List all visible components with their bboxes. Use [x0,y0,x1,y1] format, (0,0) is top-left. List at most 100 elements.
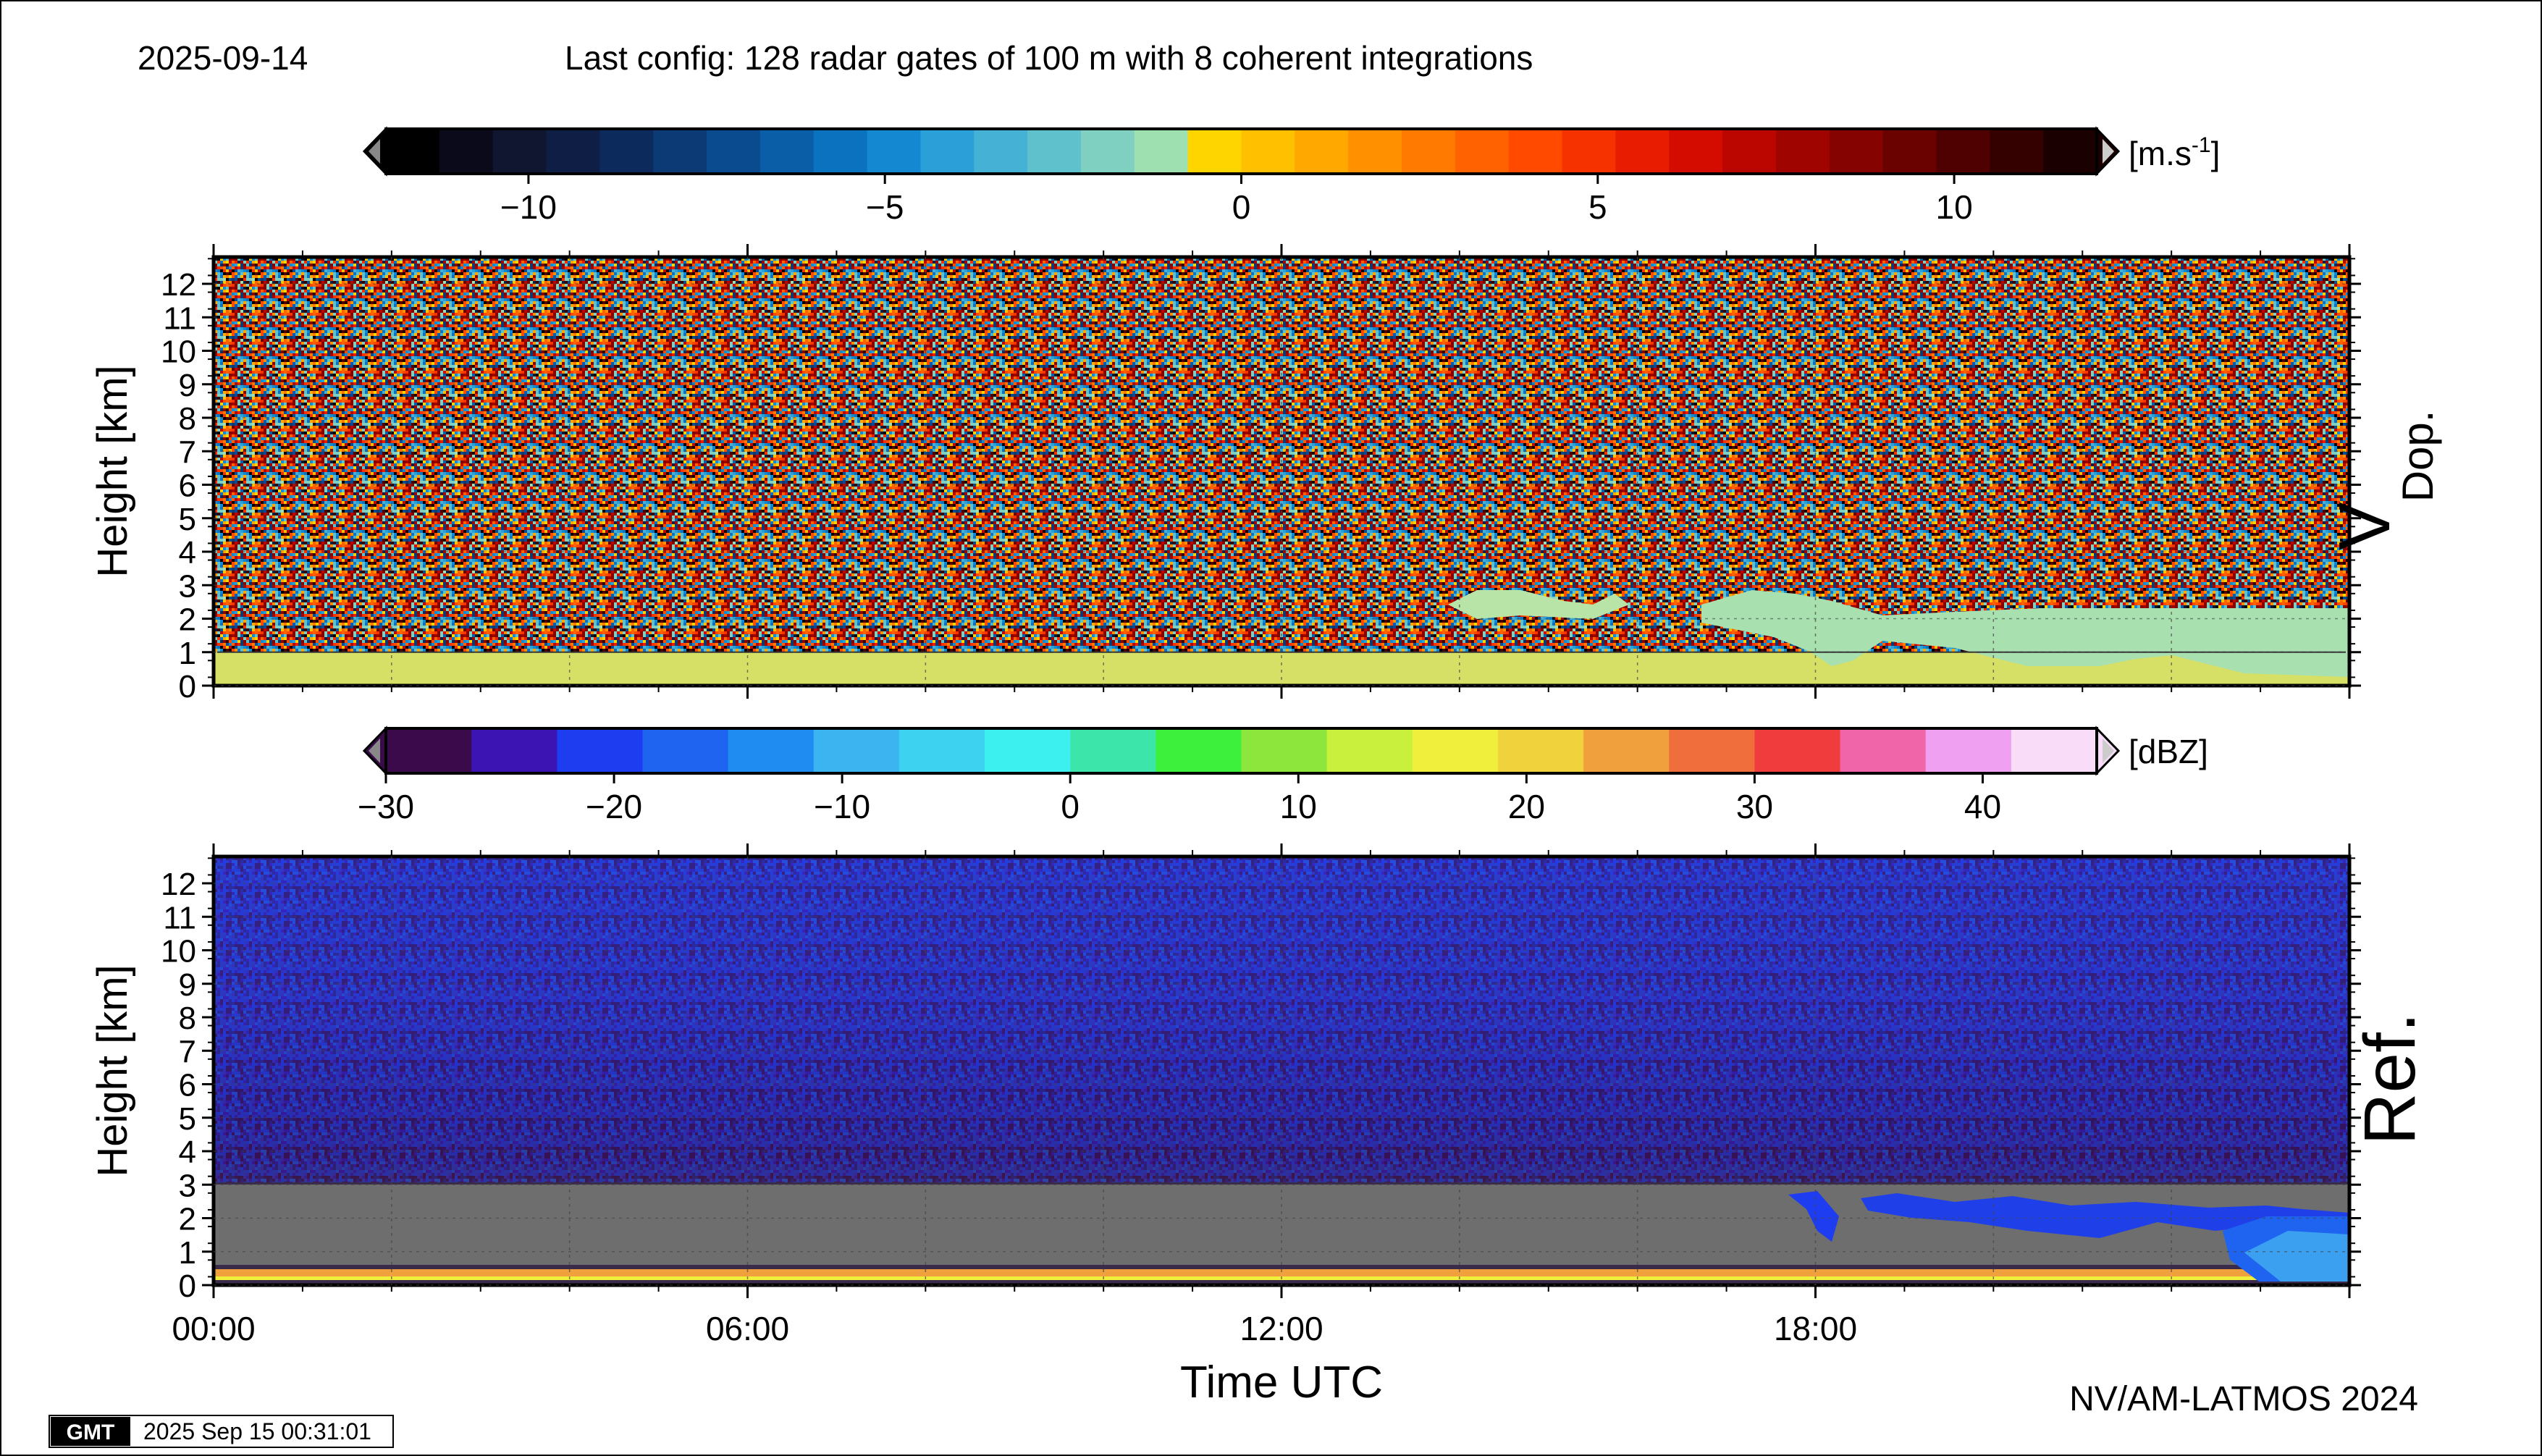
colorbar-tick-label: 5 [1588,188,1607,226]
y-tick-label: 7 [179,1034,196,1069]
reflectivity-surface-clutter [214,1269,2349,1276]
colorbar-swatch [1134,129,1189,174]
y-tick-label: 6 [179,468,196,504]
date-label: 2025-09-14 [138,39,308,77]
colorbar-tick-label: −10 [500,188,557,226]
colorbar-swatch [492,129,547,174]
y-tick-label: 4 [179,535,196,571]
colorbar-tick-label: 40 [1964,788,2001,825]
doppler-colorbar: −10 −5 0 5 10 [362,126,2121,226]
colorbar-swatch [1775,129,1830,174]
y-tick-label: 5 [179,1101,196,1137]
colorbar-arrow-left-inner [369,738,380,763]
colorbar-arrow-right-inner [2103,738,2114,763]
colorbar-swatch [1326,728,1413,773]
y-tick-label: 4 [179,1135,196,1170]
colorbar-swatch [813,129,868,174]
colorbar-swatch [1241,728,1328,773]
colorbar-swatch [1882,129,1937,174]
gmt-logo [51,1417,130,1446]
y-tick-label: 7 [179,434,196,470]
doppler-x-ticks [212,244,2351,699]
colorbar-tick-label: −30 [358,788,414,825]
colorbar-tick-label: 0 [1061,788,1079,825]
doppler-panel-label-sub: Dop. [2394,411,2442,502]
y-tick-label: 2 [179,1202,196,1237]
colorbar-swatch [1669,728,1755,773]
colorbar-swatch [759,129,815,174]
colorbar-tick-label: 10 [1935,188,1972,226]
y-tick-label: 1 [179,636,196,671]
y-tick-label: 8 [179,401,196,437]
colorbar-swatch [1990,129,2044,174]
doppler-unit-exp: -1 [2192,133,2211,157]
y-tick-label: 0 [179,1268,196,1304]
colorbar-swatch [898,728,985,773]
colorbar-tick-label: 0 [1232,188,1251,226]
colorbar-swatch [1754,728,1841,773]
colorbar-tick-label: −20 [586,788,642,825]
doppler-panel-label-main: V [2324,502,2405,550]
colorbar-swatch [1080,129,1135,174]
colorbar-swatch [386,728,472,773]
colorbar-swatch [1156,728,1242,773]
colorbar-swatch [1562,129,1617,174]
y-tick-label: 6 [179,1068,196,1103]
colorbar-frame [384,727,2098,775]
colorbar-swatch [439,129,494,174]
colorbar-swatch [599,129,654,174]
y-tick-label: 8 [179,1001,196,1036]
colorbar-swatch [1508,129,1563,174]
credit-label: NV/AM-LATMOS 2024 [2069,1380,2418,1418]
y-tick-label: 3 [179,568,196,604]
colorbar-swatch [1497,728,1584,773]
doppler-ylabel: Height [km] [89,365,136,577]
y-tick-label: 12 [161,267,196,303]
colorbar-swatch [867,129,922,174]
config-label: Last config: 128 radar gates of 100 m wi… [565,39,1533,77]
colorbar-swatch [1295,129,1349,174]
y-tick-label: 9 [179,368,196,403]
y-tick-label: 3 [179,1168,196,1203]
colorbar-swatch [1840,728,1927,773]
colorbar-tick-label: 20 [1508,788,1545,825]
y-tick-label: 10 [161,934,196,969]
colorbar-tick-label: 30 [1736,788,1773,825]
reflectivity-panel-label: Ref. [2349,1012,2431,1145]
colorbar-swatch [974,129,1028,174]
reflectivity-ylabel: Height [km] [89,964,136,1177]
gmt-timestamp: 2025 Sep 15 00:31:01 [143,1418,371,1444]
colorbar-swatch [1829,129,1884,174]
y-tick-label: 0 [179,669,196,704]
y-tick-label: 10 [161,334,196,370]
x-tick-label: 12:00 [1240,1310,1323,1347]
colorbar-tick-label: −10 [814,788,870,825]
colorbar-swatch [1070,728,1156,773]
y-tick-label: 2 [179,602,196,638]
reflectivity-fallstreak [1788,1191,1839,1242]
colorbar-arrow-right-inner [2103,139,2114,164]
colorbar-swatch [920,129,975,174]
doppler-cloud-layer [1701,590,2349,677]
colorbar-swatch [1027,129,1082,174]
colorbar-swatch [813,728,900,773]
x-tick-label: 00:00 [172,1310,255,1347]
doppler-cloud-patch [1448,590,1629,619]
colorbar-swatch [1455,129,1510,174]
x-tick-label: 18:00 [1774,1310,1857,1347]
colorbar-swatch [707,129,761,174]
colorbar-swatch [642,728,729,773]
colorbar-swatch [728,728,815,773]
colorbar-arrow-left-inner [369,139,380,164]
reflectivity-cloud-layer [1861,1193,2349,1238]
colorbar-swatch [1241,129,1295,174]
colorbar-swatch [1187,129,1242,174]
y-tick-label: 11 [163,900,196,935]
colorbar-tick-label: 10 [1280,788,1317,825]
colorbar-swatch [386,129,440,174]
reflectivity-colorbar: −30 −20 −10 0 10 20 30 40 [358,725,2121,825]
